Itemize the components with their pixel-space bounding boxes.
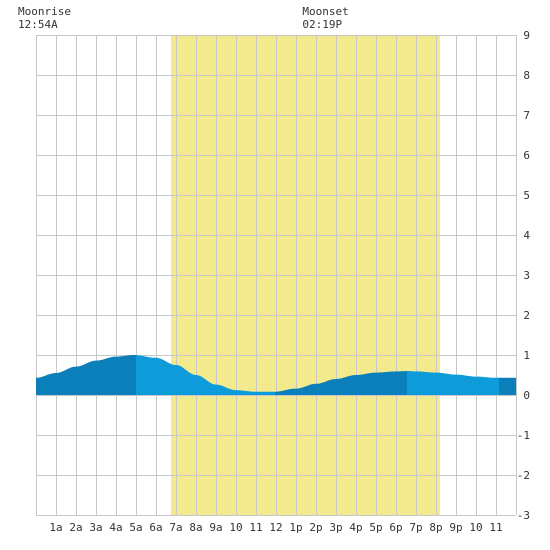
y-tick-label: 2 — [523, 309, 530, 322]
tide-area-dark — [499, 377, 516, 395]
moonrise-time: 12:54A — [18, 18, 58, 31]
y-tick-label: 7 — [523, 109, 530, 122]
moonset-annotation: Moonset 02:19P — [302, 5, 348, 31]
y-tick-label: -1 — [517, 429, 530, 442]
x-tick-label: 9a — [209, 521, 222, 534]
tide-area-dark — [36, 355, 136, 395]
y-tick-label: -3 — [517, 509, 530, 522]
x-tick-label: 9p — [449, 521, 462, 534]
y-tick-label: 1 — [523, 349, 530, 362]
y-tick-label: 9 — [523, 29, 530, 42]
x-tick-label: 2p — [309, 521, 322, 534]
x-tick-label: 10 — [469, 521, 482, 534]
x-tick-label: 1a — [49, 521, 62, 534]
tide-area-group — [36, 355, 516, 395]
x-tick-label: 12 — [269, 521, 282, 534]
y-tick-label: 8 — [523, 69, 530, 82]
y-tick-label: 3 — [523, 269, 530, 282]
moonrise-label: Moonrise — [18, 5, 71, 18]
tide-area-light — [136, 355, 275, 395]
moonrise-annotation: Moonrise 12:54A — [18, 5, 71, 31]
y-tick-label: 0 — [523, 389, 530, 402]
y-tick-label: 6 — [523, 149, 530, 162]
y-tick-label: -2 — [517, 469, 530, 482]
y-tick-label: 4 — [523, 229, 530, 242]
x-tick-label-group: 1a 2a 3a 4a 5a 6a 7a 8a 9a 10 11 12 1p 2p 3p 4p 5p 6p 7p 8p… — [49, 521, 502, 534]
x-tick-label: 4a — [109, 521, 122, 534]
x-tick-label: 7a — [169, 521, 182, 534]
x-tick-label: 2a — [69, 521, 82, 534]
x-tick-label: 8p — [429, 521, 442, 534]
tide-area-dark — [275, 371, 407, 395]
x-tick-label: 3a — [89, 521, 102, 534]
x-tick-label: 3p — [329, 521, 342, 534]
x-tick-label: 10 — [229, 521, 242, 534]
moonset-label: Moonset — [302, 5, 349, 18]
x-tick-label: 11 — [489, 521, 502, 534]
grid-group — [36, 35, 517, 516]
x-tick-label: 1p — [289, 521, 302, 534]
tide-area-light — [407, 371, 499, 395]
x-tick-label: 5p — [369, 521, 382, 534]
x-tick-label: 6a — [149, 521, 162, 534]
y-tick-label-group: -3 -2 -1 0 1 2 3 4 5 6 7 8 9 — [517, 29, 531, 522]
moonset-time: 02:19P — [302, 18, 343, 31]
y-tick-label: 5 — [523, 189, 530, 202]
x-tick-label: 5a — [129, 521, 142, 534]
x-tick-label: 11 — [249, 521, 262, 534]
x-tick-label: 4p — [349, 521, 362, 534]
x-tick-label: 6p — [389, 521, 402, 534]
x-tick-label: 7p — [409, 521, 422, 534]
x-tick-label: 8a — [189, 521, 202, 534]
